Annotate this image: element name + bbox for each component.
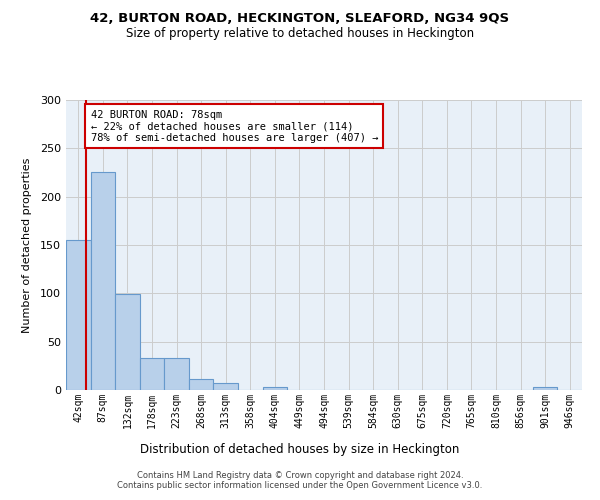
Text: 42 BURTON ROAD: 78sqm
← 22% of detached houses are smaller (114)
78% of semi-det: 42 BURTON ROAD: 78sqm ← 22% of detached … — [91, 110, 378, 143]
Bar — [115, 294, 140, 390]
Bar — [91, 172, 115, 390]
Bar — [533, 387, 557, 390]
Bar — [164, 358, 189, 390]
Bar — [263, 387, 287, 390]
Text: 42, BURTON ROAD, HECKINGTON, SLEAFORD, NG34 9QS: 42, BURTON ROAD, HECKINGTON, SLEAFORD, N… — [91, 12, 509, 26]
Text: Distribution of detached houses by size in Heckington: Distribution of detached houses by size … — [140, 442, 460, 456]
Text: Size of property relative to detached houses in Heckington: Size of property relative to detached ho… — [126, 28, 474, 40]
Y-axis label: Number of detached properties: Number of detached properties — [22, 158, 32, 332]
Text: Contains HM Land Registry data © Crown copyright and database right 2024.
Contai: Contains HM Land Registry data © Crown c… — [118, 470, 482, 490]
Bar — [66, 240, 91, 390]
Bar — [214, 383, 238, 390]
Bar — [189, 380, 214, 390]
Bar — [140, 358, 164, 390]
